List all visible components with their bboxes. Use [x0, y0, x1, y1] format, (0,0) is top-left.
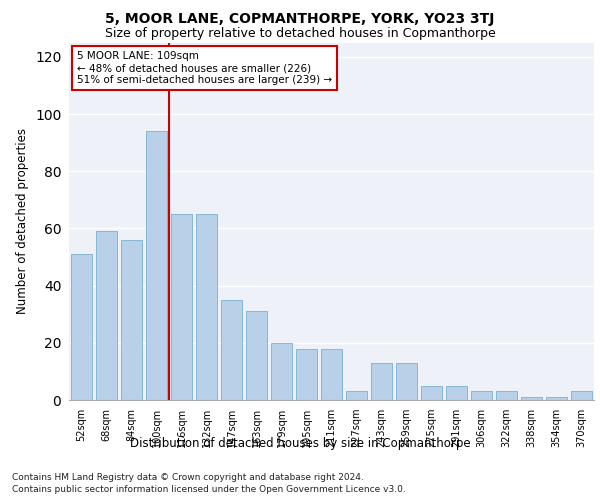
Bar — [221, 300, 242, 400]
Bar — [446, 386, 467, 400]
Text: Size of property relative to detached houses in Copmanthorpe: Size of property relative to detached ho… — [104, 28, 496, 40]
Bar — [196, 214, 217, 400]
Text: 5, MOOR LANE, COPMANTHORPE, YORK, YO23 3TJ: 5, MOOR LANE, COPMANTHORPE, YORK, YO23 3… — [106, 12, 494, 26]
Bar — [146, 131, 167, 400]
Text: Contains public sector information licensed under the Open Government Licence v3: Contains public sector information licen… — [12, 485, 406, 494]
Bar — [571, 392, 592, 400]
Bar — [71, 254, 92, 400]
Bar — [396, 363, 417, 400]
Bar — [121, 240, 142, 400]
Bar — [246, 312, 267, 400]
Bar — [171, 214, 192, 400]
Bar — [296, 348, 317, 400]
Bar — [346, 392, 367, 400]
Text: 5 MOOR LANE: 109sqm
← 48% of detached houses are smaller (226)
51% of semi-detac: 5 MOOR LANE: 109sqm ← 48% of detached ho… — [77, 52, 332, 84]
Bar — [496, 392, 517, 400]
Bar — [546, 397, 567, 400]
Y-axis label: Number of detached properties: Number of detached properties — [16, 128, 29, 314]
Bar — [96, 232, 117, 400]
Bar — [321, 348, 342, 400]
Text: Contains HM Land Registry data © Crown copyright and database right 2024.: Contains HM Land Registry data © Crown c… — [12, 472, 364, 482]
Bar — [521, 397, 542, 400]
Bar — [421, 386, 442, 400]
Bar — [371, 363, 392, 400]
Bar — [471, 392, 492, 400]
Bar — [271, 343, 292, 400]
Text: Distribution of detached houses by size in Copmanthorpe: Distribution of detached houses by size … — [130, 438, 470, 450]
